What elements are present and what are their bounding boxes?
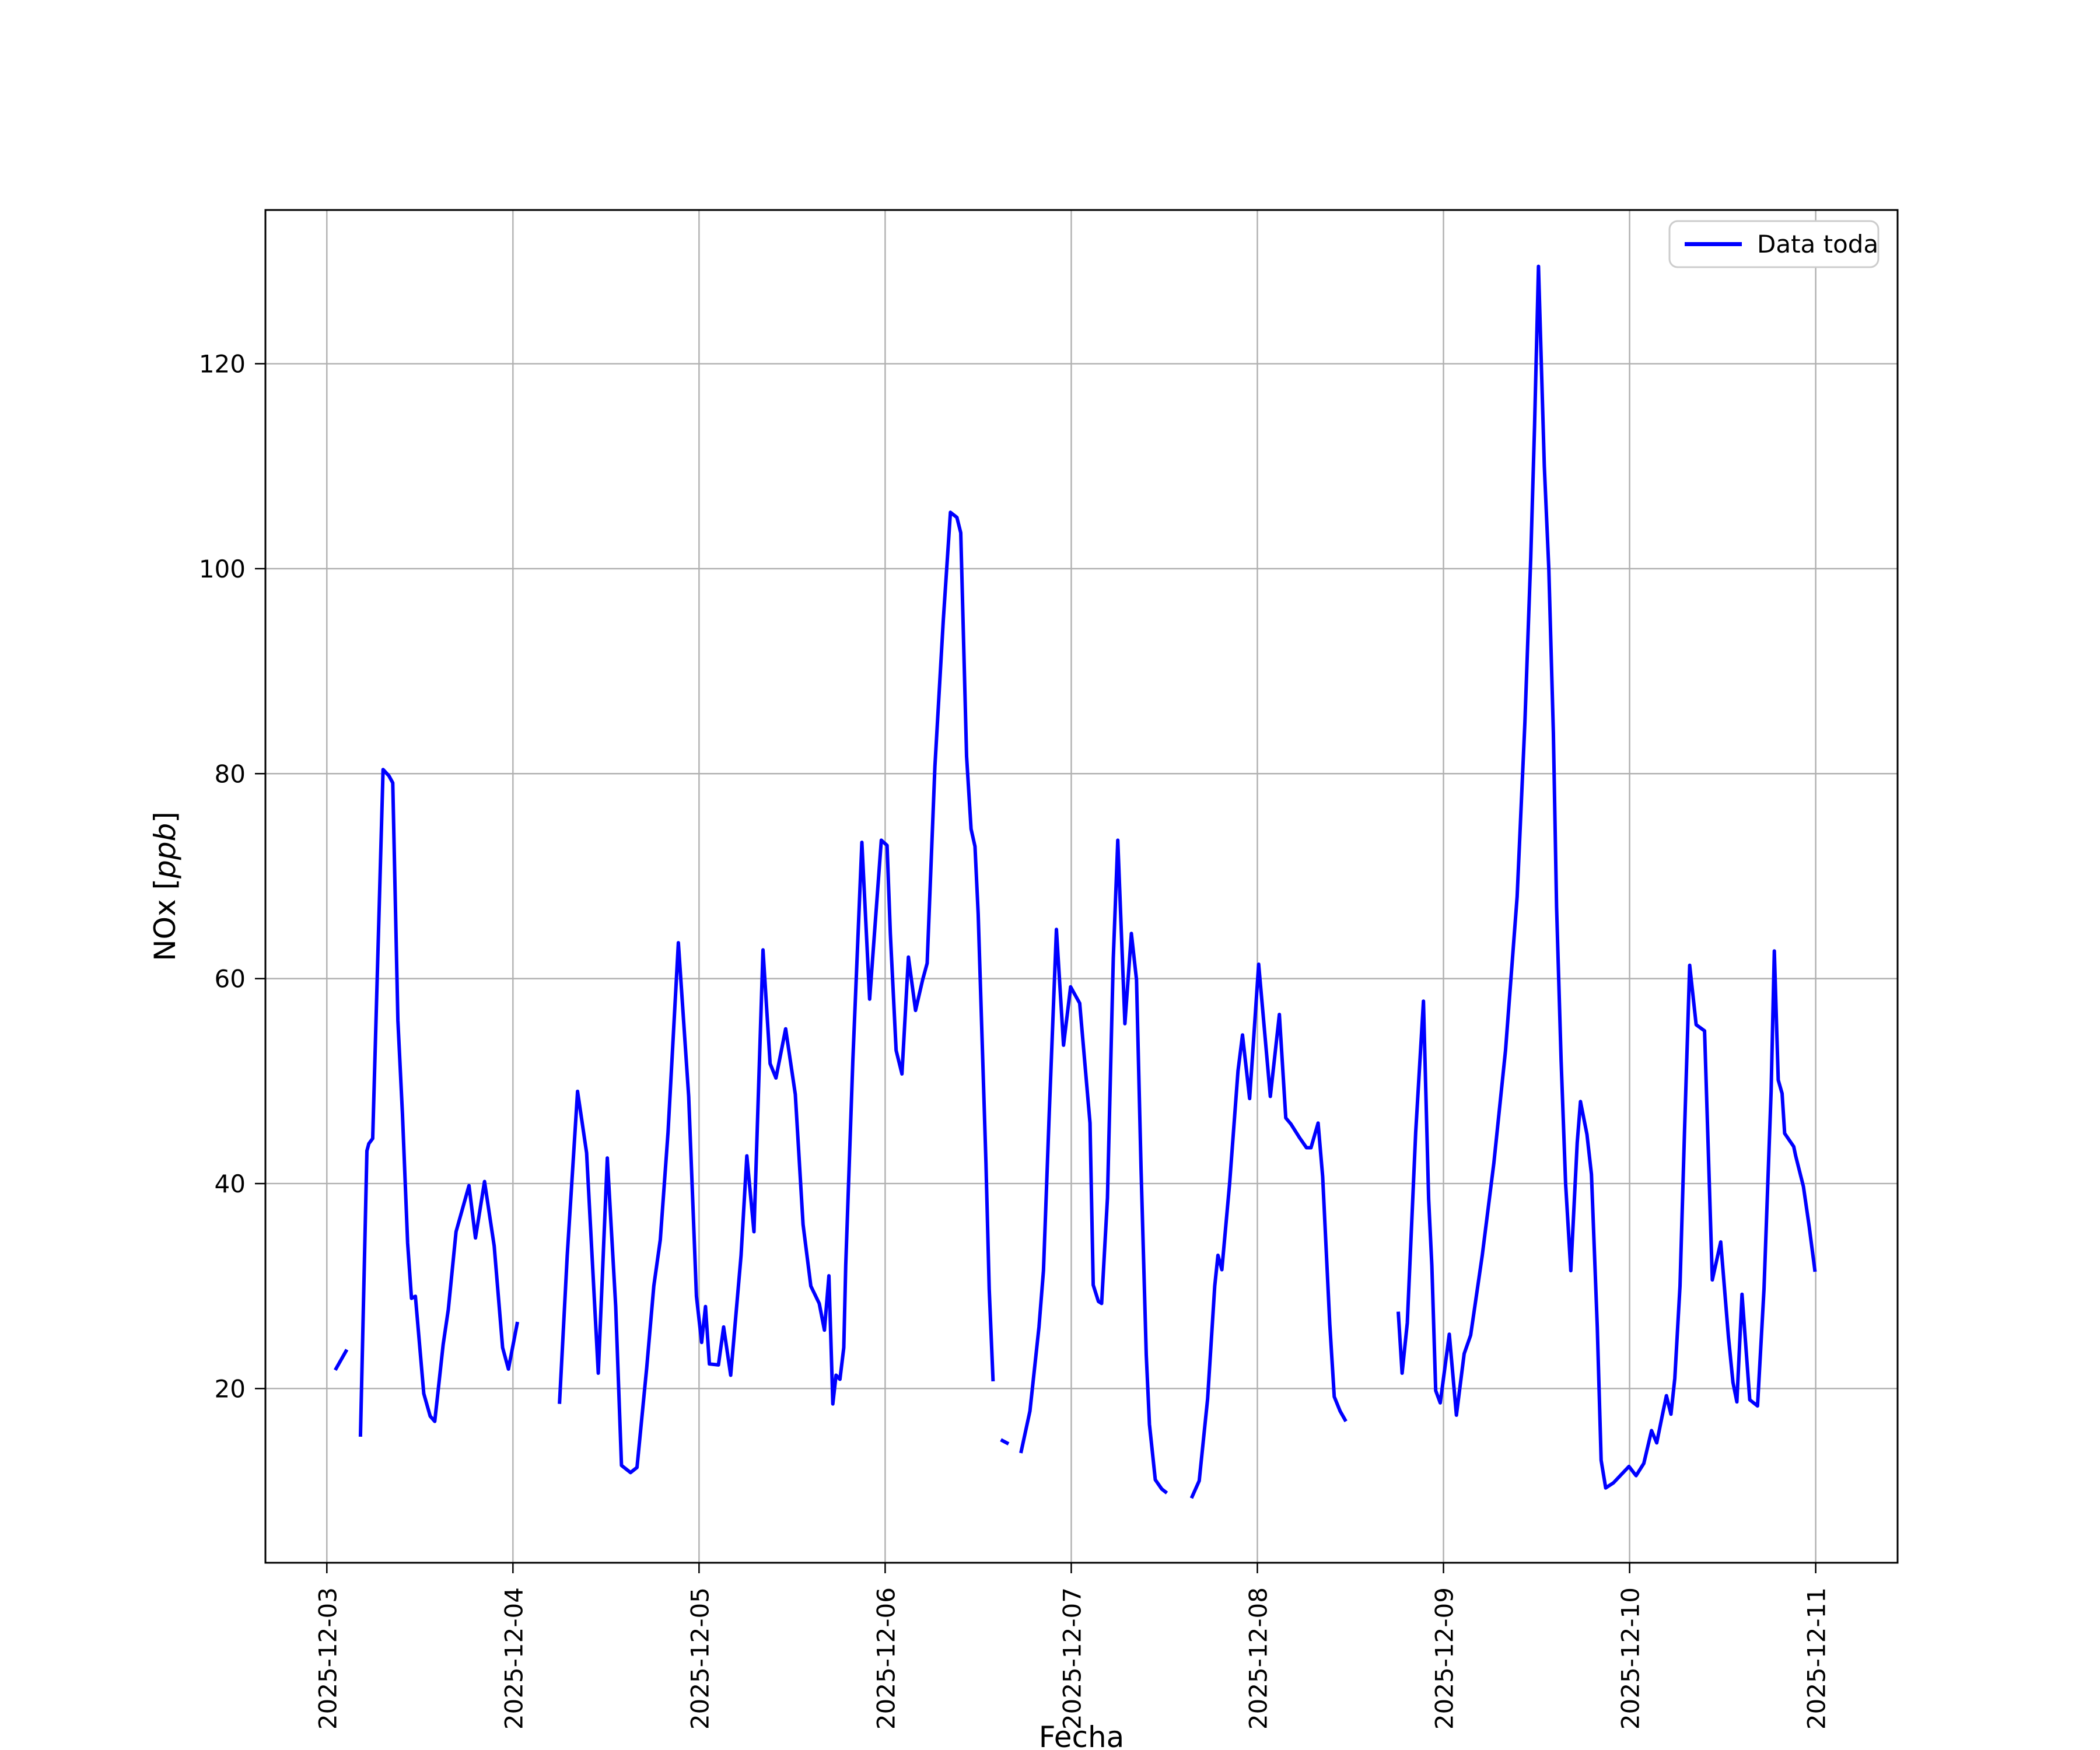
legend-box bbox=[1668, 220, 1880, 268]
series-line-segment bbox=[1189, 963, 1348, 1499]
y-tick-label: 20 bbox=[215, 1374, 246, 1403]
series-line-segment bbox=[558, 510, 995, 1475]
y-axis-label: NOx [ppb] bbox=[148, 811, 182, 961]
axes-spines bbox=[264, 209, 1899, 1564]
x-tick-label: 2025-12-04 bbox=[499, 1587, 528, 1730]
series-line-segment bbox=[1000, 1438, 1010, 1446]
x-tick-label: 2025-12-08 bbox=[1244, 1587, 1272, 1730]
x-tick-label: 2025-12-07 bbox=[1058, 1587, 1086, 1730]
legend-label: Data toda bbox=[1757, 230, 1878, 258]
x-axis-label: Fecha bbox=[1039, 1720, 1125, 1750]
series-line-segment bbox=[1396, 264, 1817, 1490]
x-tick-label: 2025-12-06 bbox=[872, 1587, 900, 1730]
x-tick-label: 2025-12-09 bbox=[1430, 1587, 1459, 1730]
series-line-segment bbox=[358, 768, 520, 1437]
y-tick-label: 120 bbox=[199, 350, 246, 379]
y-tick-label: 60 bbox=[215, 965, 246, 993]
series-line-segment bbox=[334, 1349, 349, 1371]
x-tick-label: 2025-12-03 bbox=[313, 1587, 342, 1730]
y-tick-label: 100 bbox=[199, 555, 246, 583]
plot-area bbox=[265, 210, 1898, 1563]
series-line-segment bbox=[1019, 838, 1168, 1494]
x-tick-label: 2025-12-11 bbox=[1803, 1587, 1831, 1730]
y-tick-label: 40 bbox=[215, 1170, 246, 1198]
x-tick-label: 2025-12-05 bbox=[685, 1587, 714, 1730]
x-tick-label: 2025-12-10 bbox=[1616, 1587, 1645, 1730]
y-tick-label: 80 bbox=[215, 760, 246, 788]
